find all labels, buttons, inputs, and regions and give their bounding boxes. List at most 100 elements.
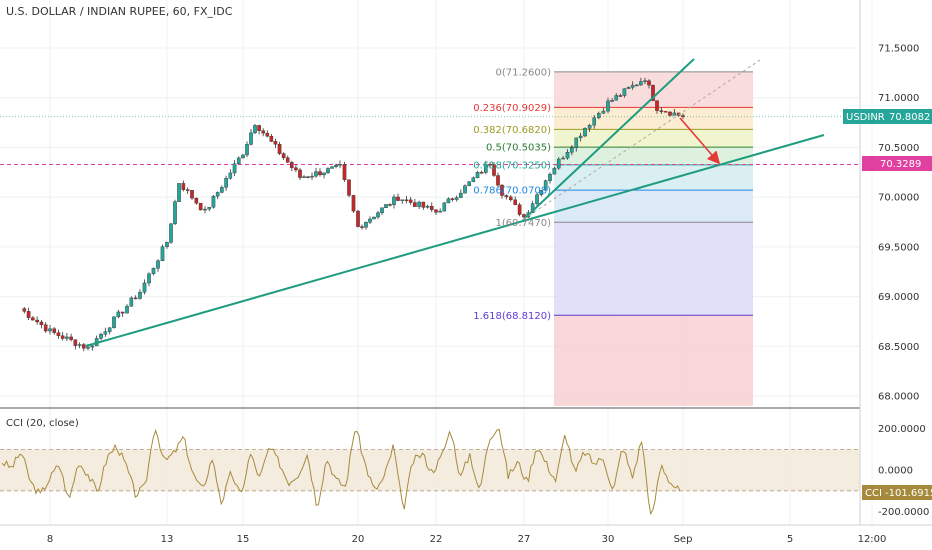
candle-body — [318, 171, 322, 176]
fib-level-label: 0.786(70.0708) — [473, 186, 551, 197]
cci-axis[interactable]: 200.0000 0.0000 -200.0000 — [878, 424, 929, 518]
candle-body — [338, 164, 342, 166]
candle-body — [417, 201, 421, 207]
candle-body — [587, 125, 592, 129]
cci-tick-label: 200.0000 — [878, 424, 926, 435]
time-tick-label: 13 — [161, 534, 174, 545]
candle-body — [522, 214, 526, 218]
candle-body — [454, 197, 459, 200]
marked-price-value: 70.3289 — [880, 159, 921, 170]
candle-body — [147, 273, 151, 284]
candle-body — [330, 166, 334, 169]
candle-body — [265, 132, 270, 137]
candle-body — [421, 201, 426, 208]
candle-body — [103, 331, 108, 335]
fib-zone-extension — [554, 315, 753, 406]
candle-body — [351, 195, 356, 212]
candle-body — [48, 328, 52, 332]
candle-body — [504, 195, 509, 198]
candle-body — [138, 291, 142, 299]
steep-trendline[interactable] — [523, 58, 695, 220]
candle-body — [606, 100, 610, 112]
candle-body — [181, 183, 186, 190]
candle-body — [565, 152, 570, 159]
time-axis[interactable]: 8 13 15 20 22 27 30 Sep 5 12:00 — [47, 534, 887, 545]
candle-body — [203, 208, 207, 211]
price-tick-label: 70.5000 — [878, 143, 919, 154]
candlesticks — [22, 77, 685, 352]
fib-zone — [554, 164, 753, 191]
candle-body — [517, 204, 522, 215]
candle-body — [65, 336, 69, 339]
fib-level-label: 0.618(70.3250) — [473, 160, 551, 171]
fib-level-label: 0.236(70.9029) — [473, 103, 551, 114]
time-tick-label: 22 — [430, 534, 443, 545]
candle-body — [574, 137, 579, 148]
candle-body — [681, 115, 685, 117]
candle-body — [601, 110, 606, 114]
candle-body — [372, 216, 376, 220]
candle-body — [190, 190, 194, 199]
candle-body — [31, 317, 35, 321]
candle-body — [116, 311, 121, 318]
trendlines[interactable] — [85, 58, 825, 347]
candle-body — [618, 95, 623, 97]
candle-body — [298, 169, 302, 178]
candle-body — [429, 205, 434, 210]
candle-body — [165, 242, 169, 247]
fib-level-label: 1.618(68.8120) — [473, 311, 551, 322]
price-axis[interactable]: 71.5000 71.0000 70.5000 70.0000 69.5000 69.00… — [878, 44, 919, 403]
candle-body — [142, 282, 147, 293]
fib-zone — [554, 107, 753, 130]
cci-tick-label: -200.0000 — [878, 507, 929, 518]
candle-body — [672, 112, 677, 116]
candle-body — [413, 202, 417, 207]
candle-body — [400, 199, 405, 201]
fib-zone — [554, 147, 753, 165]
candle-body — [659, 110, 664, 112]
candle-body — [43, 324, 48, 332]
candle-body — [26, 311, 31, 318]
price-tick-label: 69.0000 — [878, 292, 919, 303]
candle-body — [232, 163, 237, 174]
candle-body — [356, 210, 360, 227]
candle-body — [245, 144, 249, 156]
candle-body — [561, 157, 565, 160]
cci-tick-label: 0.0000 — [878, 466, 913, 477]
candle-body — [314, 171, 318, 177]
price-tick-label: 71.0000 — [878, 93, 919, 104]
candle-body — [107, 327, 112, 332]
candle-body — [35, 319, 39, 323]
price-tick-label: 70.0000 — [878, 193, 919, 204]
candle-body — [306, 176, 310, 178]
fib-level-label: 1(69.7470) — [495, 218, 551, 229]
candle-body — [207, 207, 212, 210]
projection-arrow[interactable] — [679, 117, 721, 165]
candle-body — [211, 195, 216, 208]
candle-body — [442, 202, 447, 212]
candle-body — [548, 173, 552, 181]
long-trendline[interactable] — [85, 134, 825, 347]
candle-body — [484, 163, 488, 173]
price-marker-line — [0, 116, 860, 165]
candle-body — [224, 177, 228, 188]
candle-body — [396, 196, 400, 201]
candle-body — [459, 192, 463, 198]
candle-body — [281, 153, 286, 159]
candle-body — [133, 297, 138, 300]
candle-body — [651, 84, 655, 101]
candle-body — [446, 198, 451, 204]
candle-body — [310, 175, 314, 178]
candle-body — [269, 136, 274, 142]
candle-body — [360, 226, 364, 228]
candle-body — [90, 345, 95, 348]
candle-body — [639, 81, 643, 86]
candle-body — [86, 346, 90, 349]
candle-body — [450, 198, 455, 200]
cci-badge-value: -101.6915 — [885, 488, 932, 499]
candle-body — [380, 207, 384, 213]
candle-body — [334, 164, 338, 168]
candle-body — [592, 117, 596, 126]
price-tick-label: 71.5000 — [878, 44, 919, 55]
